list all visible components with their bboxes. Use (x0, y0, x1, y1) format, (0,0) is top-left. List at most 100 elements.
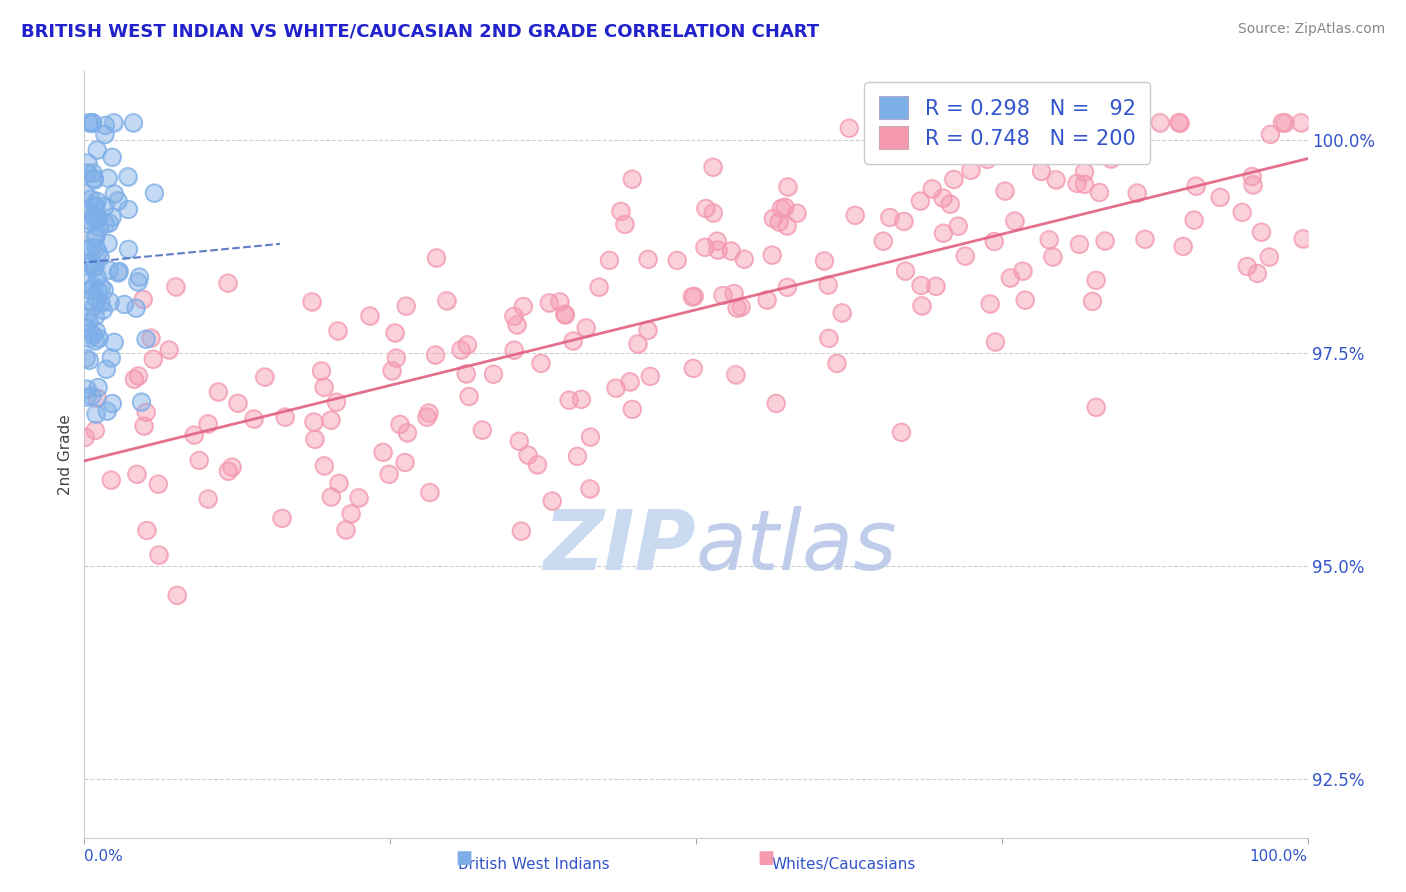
Point (578, 482, 600, 496)
Point (1014, 293, 1036, 307)
Point (1084, 273, 1107, 287)
Point (98, 294, 121, 309)
Point (84, 334, 107, 348)
Point (183, 428, 205, 442)
Point (143, 186, 166, 200)
Point (188, 453, 211, 467)
Point (79, 283, 101, 297)
Point (1094, 234, 1116, 248)
Point (148, 548, 170, 562)
Point (1182, 213, 1205, 227)
Point (588, 280, 610, 294)
Point (695, 202, 717, 216)
Point (87, 331, 110, 345)
Point (416, 409, 439, 424)
Point (359, 309, 381, 323)
Point (75, 310, 97, 324)
Point (395, 299, 418, 313)
Point (1241, 178, 1264, 192)
Point (77, 115, 100, 129)
Point (76, 155, 98, 169)
Point (77, 331, 100, 345)
Point (86, 194, 108, 209)
Point (84, 259, 107, 273)
Point (609, 204, 631, 219)
Point (82, 280, 104, 294)
Point (77, 217, 100, 231)
Point (456, 337, 478, 351)
Point (450, 343, 472, 357)
Point (1246, 267, 1268, 281)
Point (325, 395, 347, 409)
Point (1099, 152, 1122, 166)
Point (76, 166, 98, 180)
Point (80, 389, 103, 403)
Point (1246, 267, 1268, 281)
Point (567, 450, 589, 464)
Text: ■: ■ (456, 849, 472, 867)
Point (598, 253, 620, 268)
Point (77, 353, 100, 368)
Point (720, 244, 742, 258)
Point (371, 445, 394, 459)
Point (79, 283, 101, 297)
Point (1250, 225, 1272, 239)
Point (1004, 214, 1026, 228)
Point (730, 300, 752, 314)
Point (1085, 401, 1108, 415)
Point (921, 181, 943, 195)
Point (711, 288, 734, 302)
Point (512, 300, 534, 314)
Point (83, 171, 105, 186)
Point (605, 381, 627, 395)
Point (84, 241, 107, 255)
Point (613, 217, 636, 231)
Point (98, 216, 121, 230)
Point (776, 179, 799, 194)
Point (879, 211, 901, 225)
Point (1073, 165, 1095, 179)
Point (724, 368, 747, 382)
Point (142, 352, 165, 367)
Point (103, 335, 125, 350)
Point (418, 406, 440, 420)
Point (80, 255, 103, 269)
Text: 100.0%: 100.0% (1250, 848, 1308, 863)
Point (347, 491, 370, 505)
Point (725, 301, 748, 315)
Point (1292, 231, 1315, 245)
Point (101, 396, 124, 410)
Point (761, 248, 783, 262)
Point (83, 299, 105, 313)
Point (226, 396, 249, 410)
Point (84, 213, 107, 227)
Point (1240, 169, 1263, 184)
Point (682, 361, 704, 376)
Point (457, 389, 479, 403)
Point (89, 250, 111, 264)
Point (122, 115, 145, 129)
Point (924, 279, 946, 293)
Point (87, 220, 110, 235)
Point (103, 115, 125, 129)
Point (508, 434, 530, 449)
Point (274, 409, 297, 424)
Point (359, 309, 381, 323)
Point (80, 192, 103, 206)
Point (86, 143, 108, 157)
Point (613, 217, 636, 231)
Point (127, 368, 149, 383)
Point (197, 491, 219, 506)
Point (117, 242, 139, 256)
Point (128, 269, 150, 284)
Point (1168, 115, 1191, 129)
Point (638, 369, 661, 384)
Point (321, 490, 343, 504)
Point (879, 211, 901, 225)
Point (1038, 233, 1060, 247)
Point (541, 493, 564, 508)
Point (207, 384, 229, 399)
Point (1112, 115, 1135, 129)
Text: ■: ■ (758, 849, 775, 867)
Point (720, 244, 742, 258)
